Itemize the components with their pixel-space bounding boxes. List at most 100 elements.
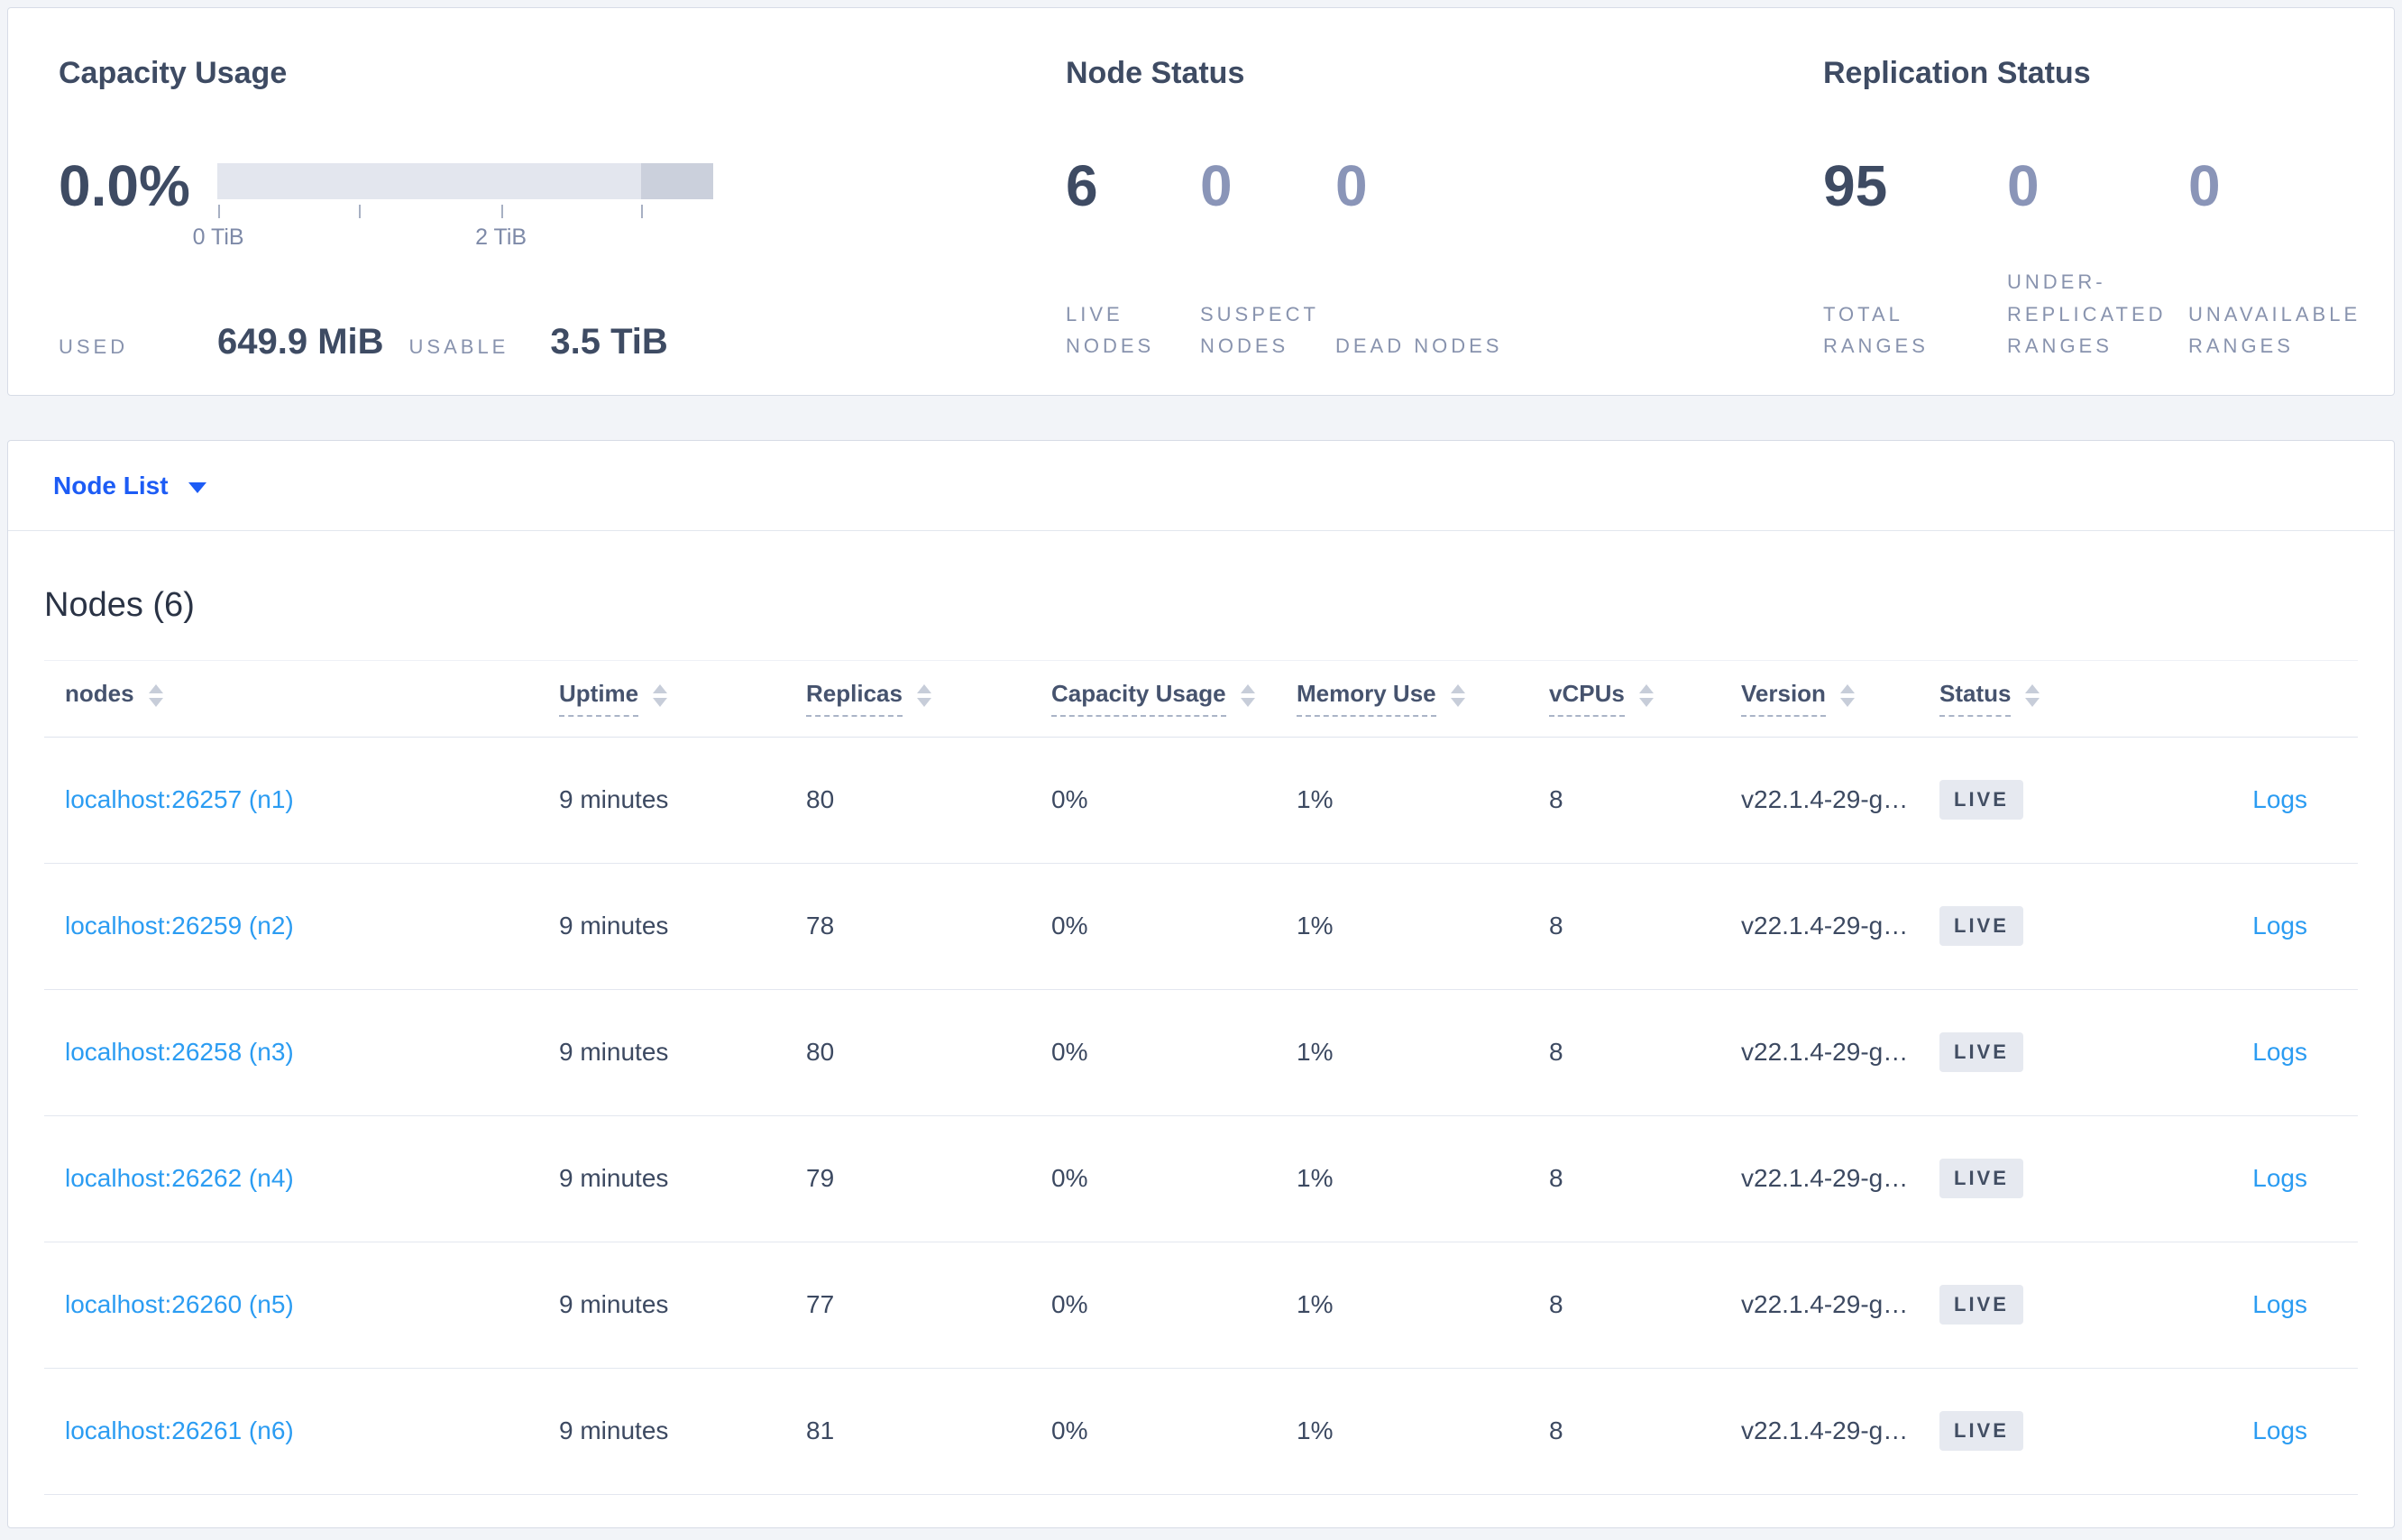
stat-dead-nodes: 0 DEAD NODES	[1335, 154, 1507, 362]
sort-down-arrow	[1240, 698, 1255, 708]
table-row: localhost:26260 (n5) 9 minutes 77 0% 1% 8 v22.…	[44, 1242, 2358, 1369]
logs-link[interactable]: Logs	[2252, 912, 2307, 940]
sort-icon	[916, 684, 931, 708]
memory-use-cell: 1%	[1297, 1290, 1334, 1319]
sort-icon	[148, 684, 163, 708]
vcpus-cell: 8	[1549, 912, 1563, 940]
sort-up-arrow	[916, 684, 931, 694]
node-cell: localhost:26259 (n2)	[44, 912, 559, 940]
status-badge: LIVE	[1939, 780, 2023, 820]
column-header-label: nodes	[65, 680, 134, 708]
node-list-dropdown-label: Node List	[53, 471, 169, 500]
status-badge: LIVE	[1939, 906, 2023, 947]
node-link[interactable]: localhost:26257 (n1)	[65, 785, 294, 814]
stat-label: UNDER-REPLICATED RANGES	[2007, 270, 2167, 358]
node-status-title: Node Status	[1066, 56, 1245, 90]
logs-link[interactable]: Logs	[2252, 1416, 2307, 1445]
capacity-usage-cell: 0%	[1051, 1416, 1088, 1445]
usable-label: USABLE	[408, 335, 509, 358]
capacity-usage-card: Capacity Usage 0.0% 0 TiB 2 TiB USED 649.…	[59, 56, 726, 362]
node-link[interactable]: localhost:26262 (n4)	[65, 1164, 294, 1193]
sort-icon	[1450, 684, 1465, 708]
logs-cell: Logs	[2208, 1290, 2358, 1319]
node-status-card: Node Status 6 LIVE NODES 0 SUSPECT NODES 0 DE…	[1066, 56, 1571, 362]
uptime-cell: 9 minutes	[559, 1038, 669, 1067]
logs-link[interactable]: Logs	[2252, 785, 2307, 814]
sort-icon	[1839, 684, 1855, 708]
column-header-uptime[interactable]: Uptime	[559, 680, 806, 718]
logs-cell: Logs	[2208, 785, 2358, 814]
column-header-label: vCPUs	[1549, 680, 1625, 718]
node-link[interactable]: localhost:26259 (n2)	[65, 912, 294, 940]
status-badge: LIVE	[1939, 1159, 2023, 1199]
node-cell: localhost:26260 (n5)	[44, 1290, 559, 1319]
table-row: localhost:26257 (n1) 9 minutes 80 0% 1% 8 v22.…	[44, 738, 2358, 864]
node-link[interactable]: localhost:26260 (n5)	[65, 1290, 294, 1319]
replication-status-title: Replication Status	[1823, 56, 2091, 90]
sort-down-arrow	[2025, 698, 2040, 708]
sort-down-arrow	[916, 698, 931, 708]
sort-up-arrow	[148, 684, 163, 694]
node-cell: localhost:26257 (n1)	[44, 785, 559, 814]
capacity-usage-title: Capacity Usage	[59, 56, 288, 90]
status-cell: LIVE	[1939, 1411, 2208, 1452]
replicas-cell: 79	[806, 1164, 835, 1193]
sort-down-arrow	[1839, 698, 1855, 708]
node-list-dropdown[interactable]: Node List	[53, 472, 206, 500]
replicas-cell: 80	[806, 785, 835, 814]
memory-use-cell: 1%	[1297, 1038, 1334, 1067]
logs-link[interactable]: Logs	[2252, 1290, 2307, 1319]
stat-suspect-nodes: 0 SUSPECT NODES	[1200, 154, 1335, 362]
node-cell: localhost:26261 (n6)	[44, 1416, 559, 1445]
sort-up-arrow	[1450, 684, 1465, 694]
replicas-cell: 81	[806, 1416, 835, 1445]
column-header-status[interactable]: Status	[1939, 680, 2208, 718]
column-header-label: Status	[1939, 680, 2012, 718]
logs-link[interactable]: Logs	[2252, 1164, 2307, 1193]
column-header-nodes[interactable]: nodes	[44, 680, 559, 717]
nodes-panel: Node List Nodes (6) nodes Uptime Replicas C…	[7, 440, 2395, 1528]
nodes-table-title: Nodes (6)	[44, 586, 195, 624]
axis-tick-label: 2 TiB	[475, 225, 527, 250]
stat-value: 0	[2007, 153, 2040, 218]
sort-down-arrow	[653, 698, 668, 708]
column-header-version[interactable]: Version	[1741, 680, 1939, 718]
logs-link[interactable]: Logs	[2252, 1038, 2307, 1067]
table-row: localhost:26258 (n3) 9 minutes 80 0% 1% 8 v22.…	[44, 990, 2358, 1116]
axis-tick	[500, 205, 503, 218]
table-row: localhost:26259 (n2) 9 minutes 78 0% 1% 8 v22.…	[44, 864, 2358, 990]
column-header-capacity-usage[interactable]: Capacity Usage	[1051, 680, 1297, 718]
axis-tick-label: 0 TiB	[192, 225, 244, 250]
column-header-label: Uptime	[559, 680, 639, 718]
stat-under-replicated-ranges: 0 UNDER-REPLICATED RANGES	[2007, 154, 2188, 362]
logs-cell: Logs	[2208, 1416, 2358, 1445]
capacity-bar: 0 TiB 2 TiB	[193, 163, 713, 257]
node-link[interactable]: localhost:26261 (n6)	[65, 1416, 294, 1445]
column-header-label: Capacity Usage	[1051, 680, 1226, 718]
view-selector-bar: Node List	[8, 441, 2394, 531]
table-row: localhost:26262 (n4) 9 minutes 79 0% 1% 8 v22.…	[44, 1116, 2358, 1242]
capacity-percent: 0.0%	[59, 153, 190, 218]
replication-status-stats: 95 TOTAL RANGES 0 UNDER-REPLICATED RANGES 0 U…	[1823, 154, 2400, 362]
vcpus-cell: 8	[1549, 1416, 1563, 1445]
node-link[interactable]: localhost:26258 (n3)	[65, 1038, 294, 1067]
stat-value: 95	[1823, 153, 1888, 218]
usable-value: 3.5 TiB	[550, 322, 668, 362]
status-cell: LIVE	[1939, 906, 2208, 947]
stat-value: 0	[2188, 153, 2221, 218]
sort-up-arrow	[653, 684, 668, 694]
sort-up-arrow	[1839, 684, 1855, 694]
uptime-cell: 9 minutes	[559, 1290, 669, 1319]
column-header-replicas[interactable]: Replicas	[806, 680, 1051, 718]
version-cell: v22.1.4-29-g…	[1741, 1164, 1909, 1193]
capacity-usage-cell: 0%	[1051, 785, 1088, 814]
column-header-memory-use[interactable]: Memory Use	[1297, 680, 1549, 718]
sort-up-arrow	[1240, 684, 1255, 694]
uptime-cell: 9 minutes	[559, 1416, 669, 1445]
stat-total-ranges: 95 TOTAL RANGES	[1823, 154, 2007, 362]
used-value: 649.9 MiB	[217, 322, 384, 362]
vcpus-cell: 8	[1549, 1164, 1563, 1193]
nodes-table-section: Nodes (6) nodes Uptime Replicas Capacity Us…	[8, 585, 2394, 1495]
sort-icon	[1638, 684, 1654, 708]
column-header-vcpus[interactable]: vCPUs	[1549, 680, 1741, 718]
